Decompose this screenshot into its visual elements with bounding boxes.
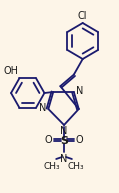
Text: N: N xyxy=(39,103,46,113)
Text: O: O xyxy=(45,135,52,145)
Text: CH₃: CH₃ xyxy=(44,162,61,171)
Text: S: S xyxy=(60,136,68,146)
Text: O: O xyxy=(76,135,83,145)
Text: N: N xyxy=(60,154,68,164)
Text: OH: OH xyxy=(3,66,18,76)
Text: N: N xyxy=(60,126,68,136)
Text: N: N xyxy=(76,86,83,96)
Text: CH₃: CH₃ xyxy=(67,162,84,171)
Text: Cl: Cl xyxy=(78,11,87,21)
